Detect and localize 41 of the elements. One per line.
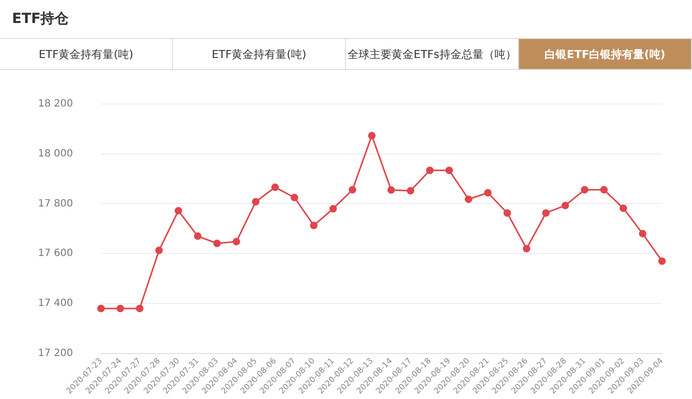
point — [252, 198, 260, 206]
text: ETF黄金持有量(吨) — [0, 39, 173, 69]
point — [368, 132, 376, 140]
point — [387, 186, 395, 194]
chart-subtitle: 白银ETF白银持有量(吨) — [519, 39, 692, 69]
chart-title: ETF持仓 — [11, 10, 70, 29]
point — [290, 194, 298, 202]
point — [503, 209, 511, 217]
point — [620, 204, 628, 212]
text: ETF黄金持有量(吨) — [173, 39, 346, 69]
point — [484, 189, 492, 197]
text: 全球主要黄金ETFs持金总量（吨） — [346, 39, 519, 69]
point — [116, 304, 124, 312]
point — [542, 209, 550, 217]
point — [329, 204, 337, 212]
point — [406, 187, 414, 195]
point — [426, 166, 434, 174]
point — [194, 232, 202, 240]
point — [580, 186, 588, 194]
point — [522, 244, 530, 252]
point — [232, 238, 240, 246]
point — [445, 166, 453, 174]
point — [97, 304, 105, 312]
point — [348, 186, 356, 194]
y-tick-label: 18 200 — [38, 98, 73, 110]
y-tick-label: 17 800 — [38, 198, 73, 210]
point — [464, 195, 472, 203]
point — [271, 184, 279, 192]
point — [658, 257, 666, 265]
point — [213, 240, 221, 248]
point — [155, 246, 163, 254]
point — [562, 202, 570, 210]
y-tick-label: 17 200 — [38, 348, 73, 359]
point — [638, 230, 646, 238]
y-tick-label: 17 400 — [38, 298, 73, 310]
point — [310, 222, 318, 230]
point — [174, 206, 182, 214]
y-tick-label: 17 600 — [38, 248, 73, 260]
point — [136, 304, 144, 312]
point — [600, 186, 608, 194]
y-tick-label: 18 000 — [38, 148, 73, 160]
